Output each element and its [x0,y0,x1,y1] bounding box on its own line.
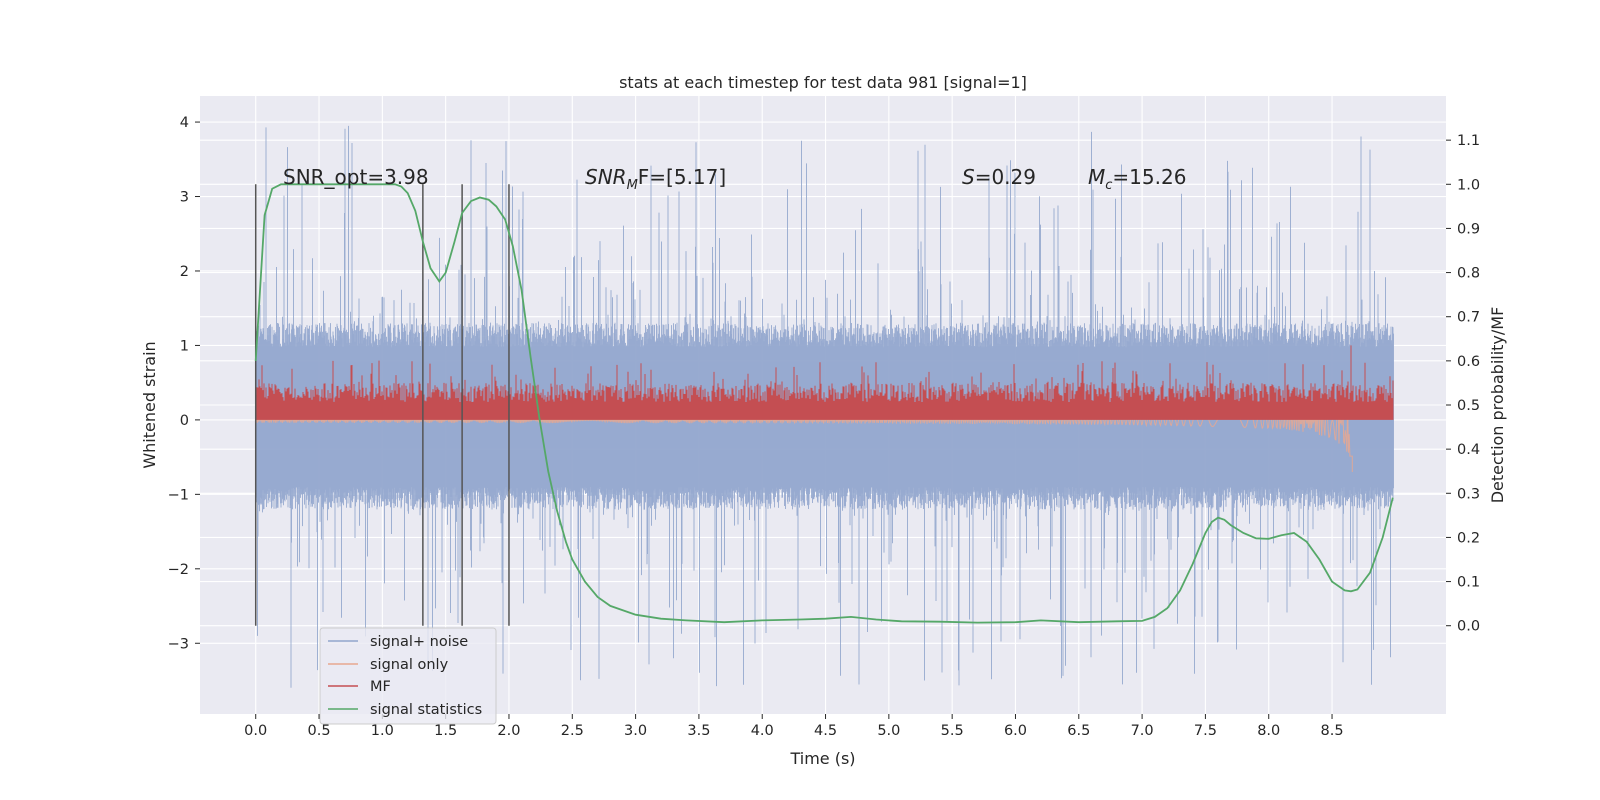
y2-tick-label: 0.4 [1457,442,1480,458]
legend-label-signal-statistics: signal statistics [370,702,482,718]
x-tick-label: 7.5 [1194,723,1217,739]
y-axis-label: Whitened strain [140,341,159,468]
x-tick-label: 6.0 [1004,723,1027,739]
series-signal-statistics [254,183,1394,624]
y-tick-label: 4 [180,115,189,131]
vertical-markers [254,184,510,626]
annotation-snr-opt: SNR_opt=3.98 [283,165,429,189]
legend-label-signal-noise: signal+ noise [370,634,468,650]
chart-title: stats at each timestep for test data 981… [619,73,1027,92]
annotation-s-value: =0.29 [975,165,1036,189]
x-tick-label: 3.5 [687,723,710,739]
legend: signal+ noise signal only MF signal stat… [319,627,497,725]
x-tick-label: 3.0 [624,723,647,739]
x-tick-label: 1.0 [371,723,394,739]
y2-tick-label: 1.0 [1457,177,1480,193]
annotation-snr-mf-sub: M [627,178,638,193]
annotation-snr-mf-base: SNR [585,165,627,189]
x-tick-label: 8.0 [1257,723,1280,739]
y-tick-label: −2 [168,562,189,578]
y-tick-label: 2 [180,264,189,280]
signal-statistics-line [254,183,1394,624]
y2-tick-label: 0.5 [1457,398,1480,414]
x-tick-label: 4.0 [751,723,774,739]
annotation-snr-mf: SNRMF=[5.17] [585,165,726,193]
x-tick-label: 6.5 [1067,723,1090,739]
annotation-mc: Mc=15.26 [1088,165,1186,193]
y2-tick-label: 0.7 [1457,310,1480,326]
y2-tick-label: 0.1 [1457,575,1480,591]
y2-tick-label: 0.2 [1457,530,1480,546]
annotation-mc-value: =15.26 [1112,165,1186,189]
annotation-snr-mf-tail: F=[5.17] [638,165,726,189]
x-axis-label: Time (s) [789,749,855,768]
annotation-s-symbol: S [962,165,975,189]
y2-tick-label: 0.6 [1457,354,1480,370]
annotation-s: S=0.29 [962,165,1036,189]
legend-label-mf: MF [370,679,391,695]
y-tick-label: 0 [180,413,189,429]
x-tick-label: 2.5 [561,723,584,739]
x-tick-label: 8.5 [1321,723,1344,739]
y2-tick-label: 0.8 [1457,266,1480,282]
x-tick-label: 5.0 [877,723,900,739]
x-tick-label: 7.0 [1131,723,1154,739]
y2-tick-label: 0.3 [1457,486,1480,502]
y2-tick-label: 1.1 [1457,133,1480,149]
x-tick-label: 0.0 [244,723,267,739]
y-tick-label: −3 [168,636,189,652]
y2-axis-label: Detection probability/MF [1488,307,1507,504]
x-tick-label: 4.5 [814,723,837,739]
x-tick-label: 0.5 [307,723,330,739]
annotation-mc-symbol: M [1088,165,1105,189]
x-tick-label: 1.5 [434,723,457,739]
x-tick-label: 5.5 [941,723,964,739]
y2-tick-label: 0.0 [1457,619,1480,635]
legend-label-signal-only: signal only [370,657,449,673]
annotation-mc-sub: c [1105,178,1112,193]
y-tick-label: 3 [180,190,189,206]
y-tick-label: −1 [168,487,189,503]
axis-ticks: 0.0 0.5 1.0 1.5 2.0 2.5 3.0 3.5 4.0 4.5 5.0 5.5 6.0 6… [168,115,1480,739]
y2-tick-label: 0.9 [1457,221,1480,237]
y-tick-label: 1 [180,338,189,354]
x-tick-label: 2.0 [497,723,520,739]
legend-box [319,627,497,725]
